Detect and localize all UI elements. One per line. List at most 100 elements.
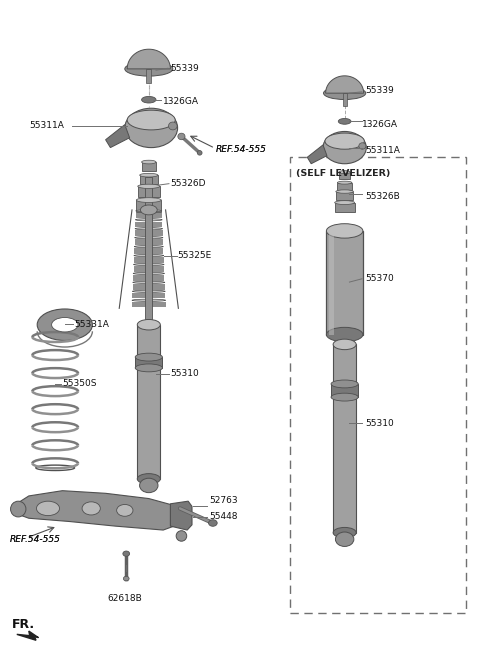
- Ellipse shape: [208, 520, 217, 526]
- Ellipse shape: [140, 205, 157, 215]
- Ellipse shape: [359, 143, 366, 149]
- Ellipse shape: [335, 201, 355, 205]
- Text: REF.54-555: REF.54-555: [216, 145, 267, 154]
- Text: REF.54-555: REF.54-555: [10, 535, 60, 544]
- Bar: [142, 162, 156, 171]
- Polygon shape: [17, 631, 38, 640]
- Ellipse shape: [123, 551, 130, 556]
- Ellipse shape: [132, 299, 166, 301]
- Text: 62618B: 62618B: [108, 594, 142, 603]
- Bar: [336, 192, 353, 200]
- Ellipse shape: [127, 110, 175, 130]
- Ellipse shape: [337, 181, 352, 184]
- Text: 55326B: 55326B: [365, 192, 399, 201]
- Ellipse shape: [117, 504, 133, 516]
- Bar: [135, 222, 162, 227]
- Ellipse shape: [333, 527, 356, 538]
- Text: 55350S: 55350S: [62, 379, 97, 388]
- Bar: [133, 284, 165, 289]
- Ellipse shape: [336, 532, 354, 546]
- Ellipse shape: [135, 364, 162, 372]
- Ellipse shape: [326, 224, 363, 238]
- Ellipse shape: [168, 122, 177, 130]
- Bar: [341, 335, 348, 344]
- Text: 55311A: 55311A: [365, 146, 400, 155]
- Bar: [335, 203, 355, 212]
- Text: 1326GA: 1326GA: [163, 96, 199, 106]
- Bar: [137, 325, 160, 479]
- Ellipse shape: [138, 184, 160, 188]
- Bar: [146, 69, 151, 83]
- Bar: [138, 186, 160, 197]
- Polygon shape: [14, 491, 180, 530]
- Bar: [140, 175, 158, 184]
- Ellipse shape: [339, 171, 350, 174]
- Ellipse shape: [333, 339, 356, 350]
- Bar: [145, 177, 152, 325]
- Ellipse shape: [123, 576, 129, 581]
- Text: 52763: 52763: [209, 496, 238, 505]
- Bar: [333, 344, 356, 533]
- Ellipse shape: [133, 263, 164, 266]
- Ellipse shape: [134, 245, 163, 248]
- Text: 55310: 55310: [170, 369, 199, 379]
- Text: 55448: 55448: [209, 512, 237, 522]
- Text: 55310: 55310: [365, 419, 394, 428]
- Ellipse shape: [11, 501, 26, 517]
- Ellipse shape: [135, 237, 163, 239]
- Polygon shape: [307, 145, 327, 164]
- Ellipse shape: [135, 218, 162, 221]
- Text: 55326D: 55326D: [170, 179, 206, 188]
- Ellipse shape: [125, 62, 173, 76]
- Ellipse shape: [331, 380, 358, 388]
- Ellipse shape: [176, 531, 187, 541]
- Text: 55311A: 55311A: [29, 121, 64, 131]
- Text: 55339: 55339: [365, 86, 394, 95]
- Text: REF.54-555: REF.54-555: [10, 535, 60, 544]
- Ellipse shape: [142, 160, 156, 164]
- Text: REF.54-555: REF.54-555: [216, 145, 267, 154]
- Ellipse shape: [336, 190, 353, 194]
- Ellipse shape: [133, 281, 165, 283]
- Ellipse shape: [178, 133, 185, 140]
- Ellipse shape: [36, 501, 60, 516]
- Ellipse shape: [324, 87, 366, 100]
- Bar: [136, 213, 162, 218]
- Ellipse shape: [132, 290, 165, 293]
- Text: 55339: 55339: [170, 64, 199, 73]
- Ellipse shape: [137, 319, 160, 330]
- Bar: [136, 200, 161, 212]
- Ellipse shape: [133, 272, 165, 275]
- Ellipse shape: [134, 255, 164, 256]
- Ellipse shape: [52, 318, 78, 332]
- Polygon shape: [106, 125, 130, 148]
- Bar: [343, 93, 347, 106]
- Ellipse shape: [325, 133, 364, 149]
- Bar: [326, 231, 363, 335]
- Text: 55325E: 55325E: [178, 251, 212, 260]
- Ellipse shape: [125, 108, 178, 148]
- Ellipse shape: [135, 228, 163, 230]
- Polygon shape: [127, 49, 170, 69]
- Text: (SELF LEVELIZER): (SELF LEVELIZER): [296, 169, 391, 178]
- Ellipse shape: [37, 309, 92, 340]
- Bar: [135, 239, 163, 245]
- Bar: [133, 266, 164, 272]
- Text: 55370: 55370: [365, 274, 394, 283]
- Ellipse shape: [135, 353, 162, 361]
- Bar: [135, 357, 162, 368]
- Ellipse shape: [82, 502, 100, 515]
- Ellipse shape: [323, 131, 366, 164]
- Ellipse shape: [331, 393, 358, 401]
- Ellipse shape: [197, 151, 202, 155]
- Bar: [135, 230, 163, 236]
- Bar: [133, 276, 165, 281]
- Ellipse shape: [338, 119, 351, 124]
- Ellipse shape: [140, 478, 158, 493]
- Polygon shape: [170, 501, 192, 530]
- Bar: [290, 157, 466, 613]
- Bar: [339, 172, 350, 180]
- Bar: [331, 384, 358, 397]
- Bar: [132, 293, 165, 298]
- Polygon shape: [325, 76, 364, 93]
